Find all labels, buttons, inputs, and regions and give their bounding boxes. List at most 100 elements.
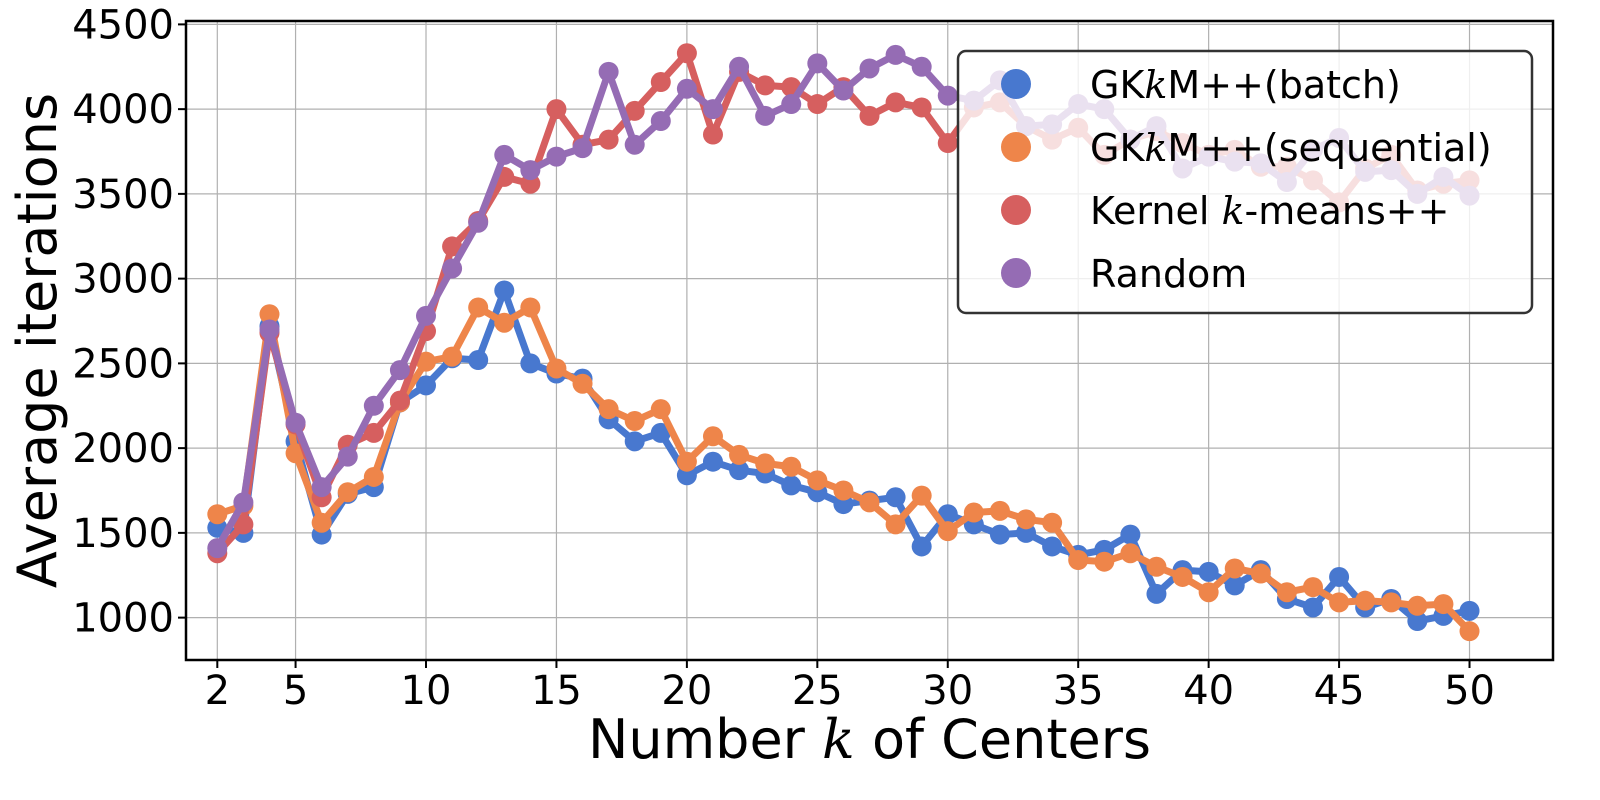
data-point	[1146, 556, 1167, 577]
data-point	[1329, 566, 1350, 587]
data-point	[233, 514, 254, 535]
legend-label-before: Kernel	[1090, 189, 1221, 233]
data-point	[259, 304, 280, 325]
legend-label-math: k	[1221, 189, 1244, 233]
data-point	[729, 56, 750, 77]
x-tick-label: 25	[792, 668, 843, 714]
y-tick-label: 3000	[72, 257, 174, 303]
legend-label-before: Random	[1090, 252, 1247, 296]
data-point	[468, 349, 489, 370]
legend-label-math: k	[1144, 63, 1167, 107]
series-2	[207, 297, 1480, 642]
data-point	[781, 456, 802, 477]
data-point	[807, 470, 828, 491]
data-point	[911, 536, 932, 557]
y-tick-label: 4500	[72, 2, 174, 48]
data-point	[337, 482, 358, 503]
data-point	[1302, 597, 1323, 618]
legend-item: Kernel k-means++	[1001, 189, 1449, 233]
data-point	[755, 453, 776, 474]
x-axis-label-after: of Centers	[855, 708, 1151, 771]
data-point	[911, 97, 932, 118]
data-point	[937, 85, 958, 106]
data-point	[1250, 563, 1271, 584]
legend-item: GKkM++(sequential)	[1001, 126, 1492, 170]
x-tick-label: 15	[531, 668, 582, 714]
data-point	[989, 524, 1010, 545]
legend: GKkM++(batch)GKkM++(sequential)Kernel k-…	[956, 49, 1534, 315]
legend-label-before: GK	[1090, 126, 1145, 170]
data-point	[885, 487, 906, 508]
y-tick-label: 4000	[72, 87, 174, 133]
legend-label: Random	[1090, 252, 1247, 296]
legend-label-after: M++(sequential)	[1167, 126, 1491, 170]
data-point	[389, 360, 410, 381]
data-point	[572, 138, 593, 159]
legend-item: Random	[1001, 252, 1247, 296]
data-point	[729, 460, 750, 481]
data-point	[520, 297, 541, 318]
legend-label: GKkM++(batch)	[1090, 63, 1401, 107]
data-point	[624, 134, 645, 155]
data-point	[755, 75, 776, 96]
data-point	[1120, 543, 1141, 564]
data-point	[937, 521, 958, 542]
data-point	[468, 297, 489, 318]
plot-frame	[184, 19, 1555, 662]
data-point	[520, 353, 541, 374]
series-1	[207, 280, 1480, 632]
data-point	[598, 129, 619, 150]
data-point	[859, 492, 880, 513]
data-point	[650, 399, 671, 420]
legend-label-after: -means++	[1245, 189, 1450, 233]
data-point	[442, 346, 463, 367]
x-tick-label: 40	[1183, 668, 1234, 714]
data-point	[1276, 582, 1297, 603]
data-point	[1407, 611, 1428, 632]
legend-label: GKkM++(sequential)	[1090, 126, 1492, 170]
data-point	[885, 44, 906, 65]
x-axis-label-before: Number	[588, 708, 822, 771]
data-point	[207, 504, 228, 525]
data-point	[1433, 594, 1454, 615]
data-point	[1459, 621, 1480, 642]
x-tick-label: 35	[1053, 668, 1104, 714]
data-point	[546, 99, 567, 120]
legend-label-before: GK	[1090, 63, 1145, 107]
data-point	[624, 100, 645, 121]
data-point	[676, 43, 697, 64]
data-point	[624, 411, 645, 432]
data-point	[1224, 558, 1245, 579]
data-point	[285, 412, 306, 433]
data-point	[1172, 566, 1193, 587]
data-point	[1381, 592, 1402, 613]
data-point	[650, 422, 671, 443]
data-point	[311, 477, 332, 498]
y-axis-label: Average iterations	[6, 93, 69, 588]
data-point	[416, 351, 437, 372]
x-tick-label: 50	[1444, 668, 1495, 714]
data-point	[807, 94, 828, 115]
data-point	[311, 512, 332, 533]
data-point	[259, 319, 280, 340]
data-point	[337, 446, 358, 467]
data-point	[1407, 595, 1428, 616]
legend-label: Kernel k-means++	[1090, 189, 1449, 233]
data-point	[859, 105, 880, 126]
data-point	[833, 80, 854, 101]
data-point	[702, 426, 723, 447]
x-tick-label: 20	[661, 668, 712, 714]
data-point	[650, 111, 671, 132]
data-point	[807, 53, 828, 74]
data-point	[389, 390, 410, 411]
data-point	[442, 236, 463, 257]
data-point	[833, 480, 854, 501]
data-point	[416, 375, 437, 396]
data-point	[1042, 536, 1063, 557]
data-point	[363, 422, 384, 443]
legend-marker	[1001, 132, 1031, 162]
data-point	[702, 124, 723, 145]
x-axis-label: Number k of Centers	[588, 708, 1151, 771]
data-point	[729, 444, 750, 465]
